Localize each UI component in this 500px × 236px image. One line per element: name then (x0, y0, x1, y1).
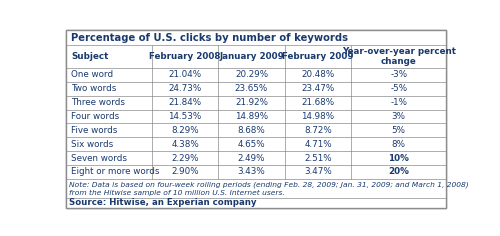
Text: 20.48%: 20.48% (302, 70, 334, 79)
Text: -5%: -5% (390, 84, 407, 93)
Bar (66, 123, 446, 137)
Text: Seven words: Seven words (71, 154, 127, 163)
Bar (66, 110, 446, 123)
Text: 8.68%: 8.68% (238, 126, 266, 135)
Text: Percentage of U.S. clicks by number of keywords: Percentage of U.S. clicks by number of k… (71, 33, 348, 43)
Bar (66, 45, 446, 68)
Bar (66, 165, 446, 179)
Text: 14.89%: 14.89% (235, 112, 268, 121)
Text: 20.29%: 20.29% (235, 70, 268, 79)
Bar (66, 96, 446, 110)
Text: Subject: Subject (71, 52, 108, 61)
Text: 4.71%: 4.71% (304, 140, 332, 149)
Text: 21.04%: 21.04% (168, 70, 202, 79)
Text: 14.98%: 14.98% (302, 112, 334, 121)
Text: 24.73%: 24.73% (168, 84, 202, 93)
Text: 21.84%: 21.84% (168, 98, 202, 107)
Text: 4.65%: 4.65% (238, 140, 266, 149)
Text: One word: One word (71, 70, 113, 79)
Text: 21.68%: 21.68% (302, 98, 334, 107)
Text: 2.90%: 2.90% (171, 167, 199, 176)
Text: 2.51%: 2.51% (304, 154, 332, 163)
Bar (66, 68, 446, 82)
Text: 8%: 8% (392, 140, 406, 149)
Text: 23.47%: 23.47% (302, 84, 334, 93)
Text: Source: Hitwise, an Experian company: Source: Hitwise, an Experian company (70, 198, 257, 207)
Text: February 2008: February 2008 (150, 52, 220, 61)
Text: 20%: 20% (388, 167, 409, 176)
Text: Three words: Three words (71, 98, 125, 107)
Text: Two words: Two words (71, 84, 117, 93)
Text: 3.43%: 3.43% (238, 167, 266, 176)
Text: 10%: 10% (388, 154, 409, 163)
Bar (66, 30, 446, 45)
Text: 8.29%: 8.29% (171, 126, 199, 135)
Text: February 2009: February 2009 (282, 52, 354, 61)
Text: Eight or more words: Eight or more words (71, 167, 160, 176)
Text: -3%: -3% (390, 70, 407, 79)
Text: 3.47%: 3.47% (304, 167, 332, 176)
Text: 2.49%: 2.49% (238, 154, 266, 163)
Text: Note: Data is based on four-week rolling periods (ending Feb. 28, 2009; Jan. 31,: Note: Data is based on four-week rolling… (70, 181, 469, 196)
Text: 2.29%: 2.29% (172, 154, 199, 163)
Bar (66, 137, 446, 151)
Text: 21.92%: 21.92% (235, 98, 268, 107)
Text: Year-over-year percent
change: Year-over-year percent change (342, 47, 456, 66)
Text: January 2009: January 2009 (219, 52, 284, 61)
Bar (66, 151, 446, 165)
Text: 5%: 5% (392, 126, 406, 135)
Text: -1%: -1% (390, 98, 407, 107)
Text: Four words: Four words (71, 112, 120, 121)
Text: Five words: Five words (71, 126, 118, 135)
Text: 4.38%: 4.38% (171, 140, 199, 149)
Text: Six words: Six words (71, 140, 114, 149)
Text: 23.65%: 23.65% (235, 84, 268, 93)
Bar (66, 198, 446, 208)
Text: 3%: 3% (392, 112, 406, 121)
Bar (66, 179, 446, 198)
Text: 8.72%: 8.72% (304, 126, 332, 135)
Text: 14.53%: 14.53% (168, 112, 202, 121)
Bar (66, 82, 446, 96)
